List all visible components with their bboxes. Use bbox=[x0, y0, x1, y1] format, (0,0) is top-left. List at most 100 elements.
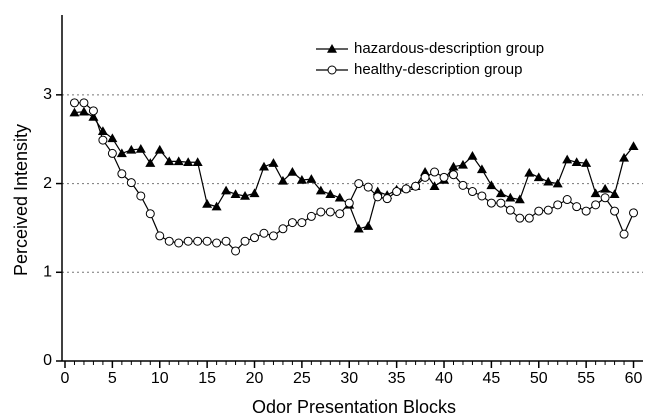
data-point bbox=[193, 236, 203, 246]
data-point bbox=[202, 198, 213, 208]
data-point bbox=[268, 158, 279, 167]
data-point bbox=[353, 223, 364, 233]
data-point bbox=[591, 200, 601, 210]
data-point bbox=[145, 158, 156, 167]
data-point bbox=[477, 191, 487, 201]
y-tick-label: 1 bbox=[43, 264, 52, 281]
data-point bbox=[277, 175, 288, 185]
data-point bbox=[392, 187, 402, 197]
data-point bbox=[600, 183, 611, 193]
data-point bbox=[581, 206, 591, 216]
data-point bbox=[552, 178, 563, 188]
data-point bbox=[183, 157, 194, 167]
data-point bbox=[230, 189, 241, 198]
data-point bbox=[107, 133, 118, 143]
data-point bbox=[278, 224, 288, 234]
data-point bbox=[174, 238, 184, 248]
data-point bbox=[534, 206, 544, 216]
x-tick-label: 0 bbox=[61, 370, 70, 387]
legend-marker bbox=[327, 44, 337, 53]
data-point bbox=[126, 144, 137, 154]
data-point bbox=[590, 188, 601, 198]
data-point bbox=[458, 180, 468, 190]
data-point bbox=[363, 182, 373, 192]
data-point bbox=[164, 236, 174, 246]
x-tick-label: 25 bbox=[293, 370, 311, 387]
x-axis-label: Odor Presentation Blocks bbox=[252, 397, 456, 417]
data-point bbox=[581, 158, 592, 167]
data-point bbox=[306, 174, 317, 183]
data-point bbox=[486, 198, 496, 208]
data-point bbox=[439, 172, 449, 182]
data-point bbox=[202, 236, 212, 246]
data-point bbox=[553, 200, 563, 210]
data-point bbox=[211, 201, 222, 211]
data-point bbox=[457, 159, 468, 169]
legend-label: healthy-description group bbox=[354, 61, 522, 78]
data-point bbox=[231, 246, 241, 256]
x-tick-label: 45 bbox=[482, 370, 500, 387]
data-point bbox=[78, 106, 89, 116]
data-point bbox=[515, 213, 525, 223]
data-point bbox=[505, 192, 516, 202]
x-tick-label: 35 bbox=[388, 370, 406, 387]
data-point bbox=[533, 172, 544, 182]
data-point bbox=[382, 194, 392, 204]
data-point bbox=[135, 143, 146, 153]
data-point bbox=[467, 187, 477, 197]
data-point bbox=[619, 229, 629, 239]
data-point bbox=[609, 189, 620, 198]
data-point bbox=[212, 238, 222, 248]
data-point bbox=[335, 209, 345, 219]
data-point bbox=[250, 233, 260, 243]
data-point bbox=[249, 188, 260, 198]
data-point bbox=[192, 157, 203, 167]
data-point bbox=[296, 175, 307, 184]
data-point bbox=[69, 107, 80, 117]
data-point bbox=[126, 178, 136, 188]
data-point bbox=[116, 148, 127, 158]
legend-label: hazardous-description group bbox=[354, 40, 544, 57]
data-point bbox=[79, 98, 89, 108]
data-point bbox=[543, 205, 553, 215]
data-point bbox=[543, 176, 554, 186]
data-point bbox=[325, 207, 335, 217]
series-line bbox=[74, 102, 635, 252]
data-point bbox=[448, 170, 458, 180]
data-point bbox=[486, 180, 497, 190]
data-point bbox=[411, 181, 421, 191]
data-point bbox=[420, 172, 430, 182]
data-point bbox=[325, 189, 336, 198]
data-point bbox=[258, 161, 269, 171]
data-point bbox=[476, 164, 487, 174]
data-point bbox=[610, 206, 620, 216]
data-point bbox=[164, 156, 175, 166]
data-point bbox=[297, 218, 307, 228]
x-tick-label: 40 bbox=[435, 370, 453, 387]
x-tick-label: 5 bbox=[108, 370, 117, 387]
data-point bbox=[373, 192, 383, 202]
data-point bbox=[306, 211, 316, 221]
x-tick-label: 20 bbox=[246, 370, 264, 387]
data-point bbox=[155, 231, 165, 241]
data-point bbox=[287, 218, 297, 228]
data-point bbox=[619, 152, 630, 162]
data-point bbox=[183, 236, 193, 246]
data-point bbox=[354, 179, 364, 189]
data-point bbox=[372, 186, 383, 196]
y-tick-label: 2 bbox=[43, 175, 52, 192]
data-point bbox=[88, 106, 98, 116]
data-point bbox=[429, 181, 440, 190]
data-point bbox=[117, 169, 127, 179]
data-point bbox=[221, 185, 232, 195]
data-point bbox=[240, 236, 250, 246]
data-point bbox=[448, 161, 459, 171]
data-point bbox=[173, 156, 184, 166]
data-point bbox=[496, 198, 506, 208]
data-point bbox=[316, 207, 326, 217]
data-point bbox=[334, 192, 345, 202]
data-point bbox=[98, 135, 108, 145]
data-point bbox=[136, 191, 146, 201]
data-point bbox=[430, 167, 440, 177]
